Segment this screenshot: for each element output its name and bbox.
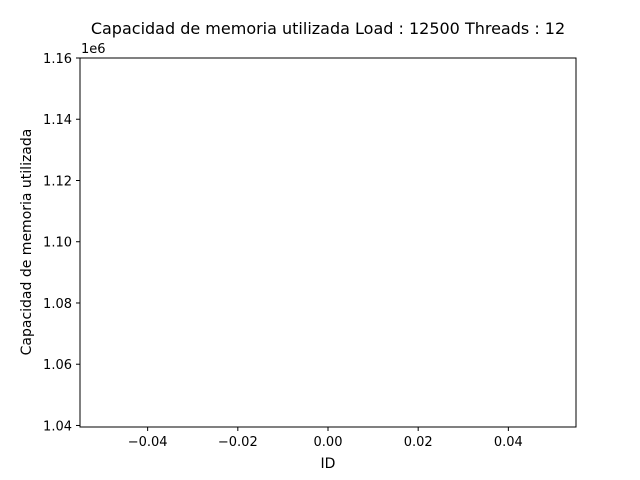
y-axis-label: Capacidad de memoria utilizada <box>19 129 35 356</box>
y-offset-label: 1e6 <box>81 42 106 57</box>
y-tick-label: 1.12 <box>43 174 72 189</box>
x-tick-label: −0.02 <box>218 435 258 450</box>
y-tick-label: 1.08 <box>43 297 72 312</box>
chart-title: Capacidad de memoria utilizada Load : 12… <box>91 19 565 38</box>
y-tick-label: 1.16 <box>43 52 72 67</box>
plot-frame <box>79 57 577 428</box>
x-tick-label: 0.00 <box>314 435 343 450</box>
x-tick-label: −0.04 <box>128 435 168 450</box>
y-tick-label: 1.06 <box>43 358 72 373</box>
x-tick-label: 0.02 <box>404 435 433 450</box>
y-tick-label: 1.10 <box>43 236 72 251</box>
axis-ticks: −0.04 −0.02 0.00 0.02 0.04 1.04 1.06 1.08 1.10 1.… <box>43 52 523 450</box>
x-axis-label: ID <box>321 456 336 472</box>
x-tick-label: 0.04 <box>494 435 523 450</box>
y-tick-label: 1.04 <box>43 419 72 434</box>
y-tick-label: 1.14 <box>43 113 72 128</box>
